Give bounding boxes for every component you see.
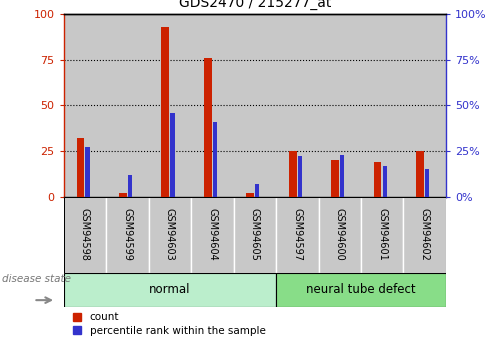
Text: normal: normal [149,283,191,296]
Bar [64,14,106,197]
Bar [191,197,234,273]
Bar [246,193,254,197]
Bar [276,273,446,307]
Bar [276,197,318,273]
Bar [162,27,169,197]
Bar [191,14,234,197]
Bar [64,273,276,307]
Bar [318,14,361,197]
Text: GSM94602: GSM94602 [419,208,430,261]
Bar [204,58,212,197]
Text: GSM94601: GSM94601 [377,208,387,261]
Text: GSM94603: GSM94603 [165,208,175,261]
Bar [276,14,318,197]
Bar [318,197,361,273]
Bar [64,197,106,273]
Bar [340,155,344,197]
Bar [361,197,403,273]
Bar [255,184,260,197]
Bar [403,14,446,197]
Text: GSM94600: GSM94600 [335,208,345,261]
Bar [374,162,381,197]
Title: GDS2470 / 215277_at: GDS2470 / 215277_at [179,0,331,10]
Bar [148,197,191,273]
Bar [85,147,90,197]
Bar [425,169,429,197]
Bar [383,166,387,197]
Bar [106,14,148,197]
Bar [234,197,276,273]
Text: disease state: disease state [2,275,72,284]
Text: GSM94599: GSM94599 [122,208,132,261]
Text: GSM94597: GSM94597 [292,208,302,261]
Legend: count, percentile rank within the sample: count, percentile rank within the sample [69,308,270,340]
Bar [119,193,126,197]
Bar [106,197,148,273]
Bar [361,14,403,197]
Bar [331,160,339,197]
Bar [76,138,84,197]
Bar [171,112,174,197]
Text: GSM94598: GSM94598 [80,208,90,261]
Text: GSM94604: GSM94604 [207,208,218,261]
Bar [403,197,446,273]
Bar [416,151,424,197]
Bar [298,156,302,197]
Bar [234,14,276,197]
Bar [148,14,191,197]
Bar [289,151,296,197]
Bar [128,175,132,197]
Bar [213,122,217,197]
Text: neural tube defect: neural tube defect [306,283,416,296]
Text: GSM94605: GSM94605 [250,208,260,261]
